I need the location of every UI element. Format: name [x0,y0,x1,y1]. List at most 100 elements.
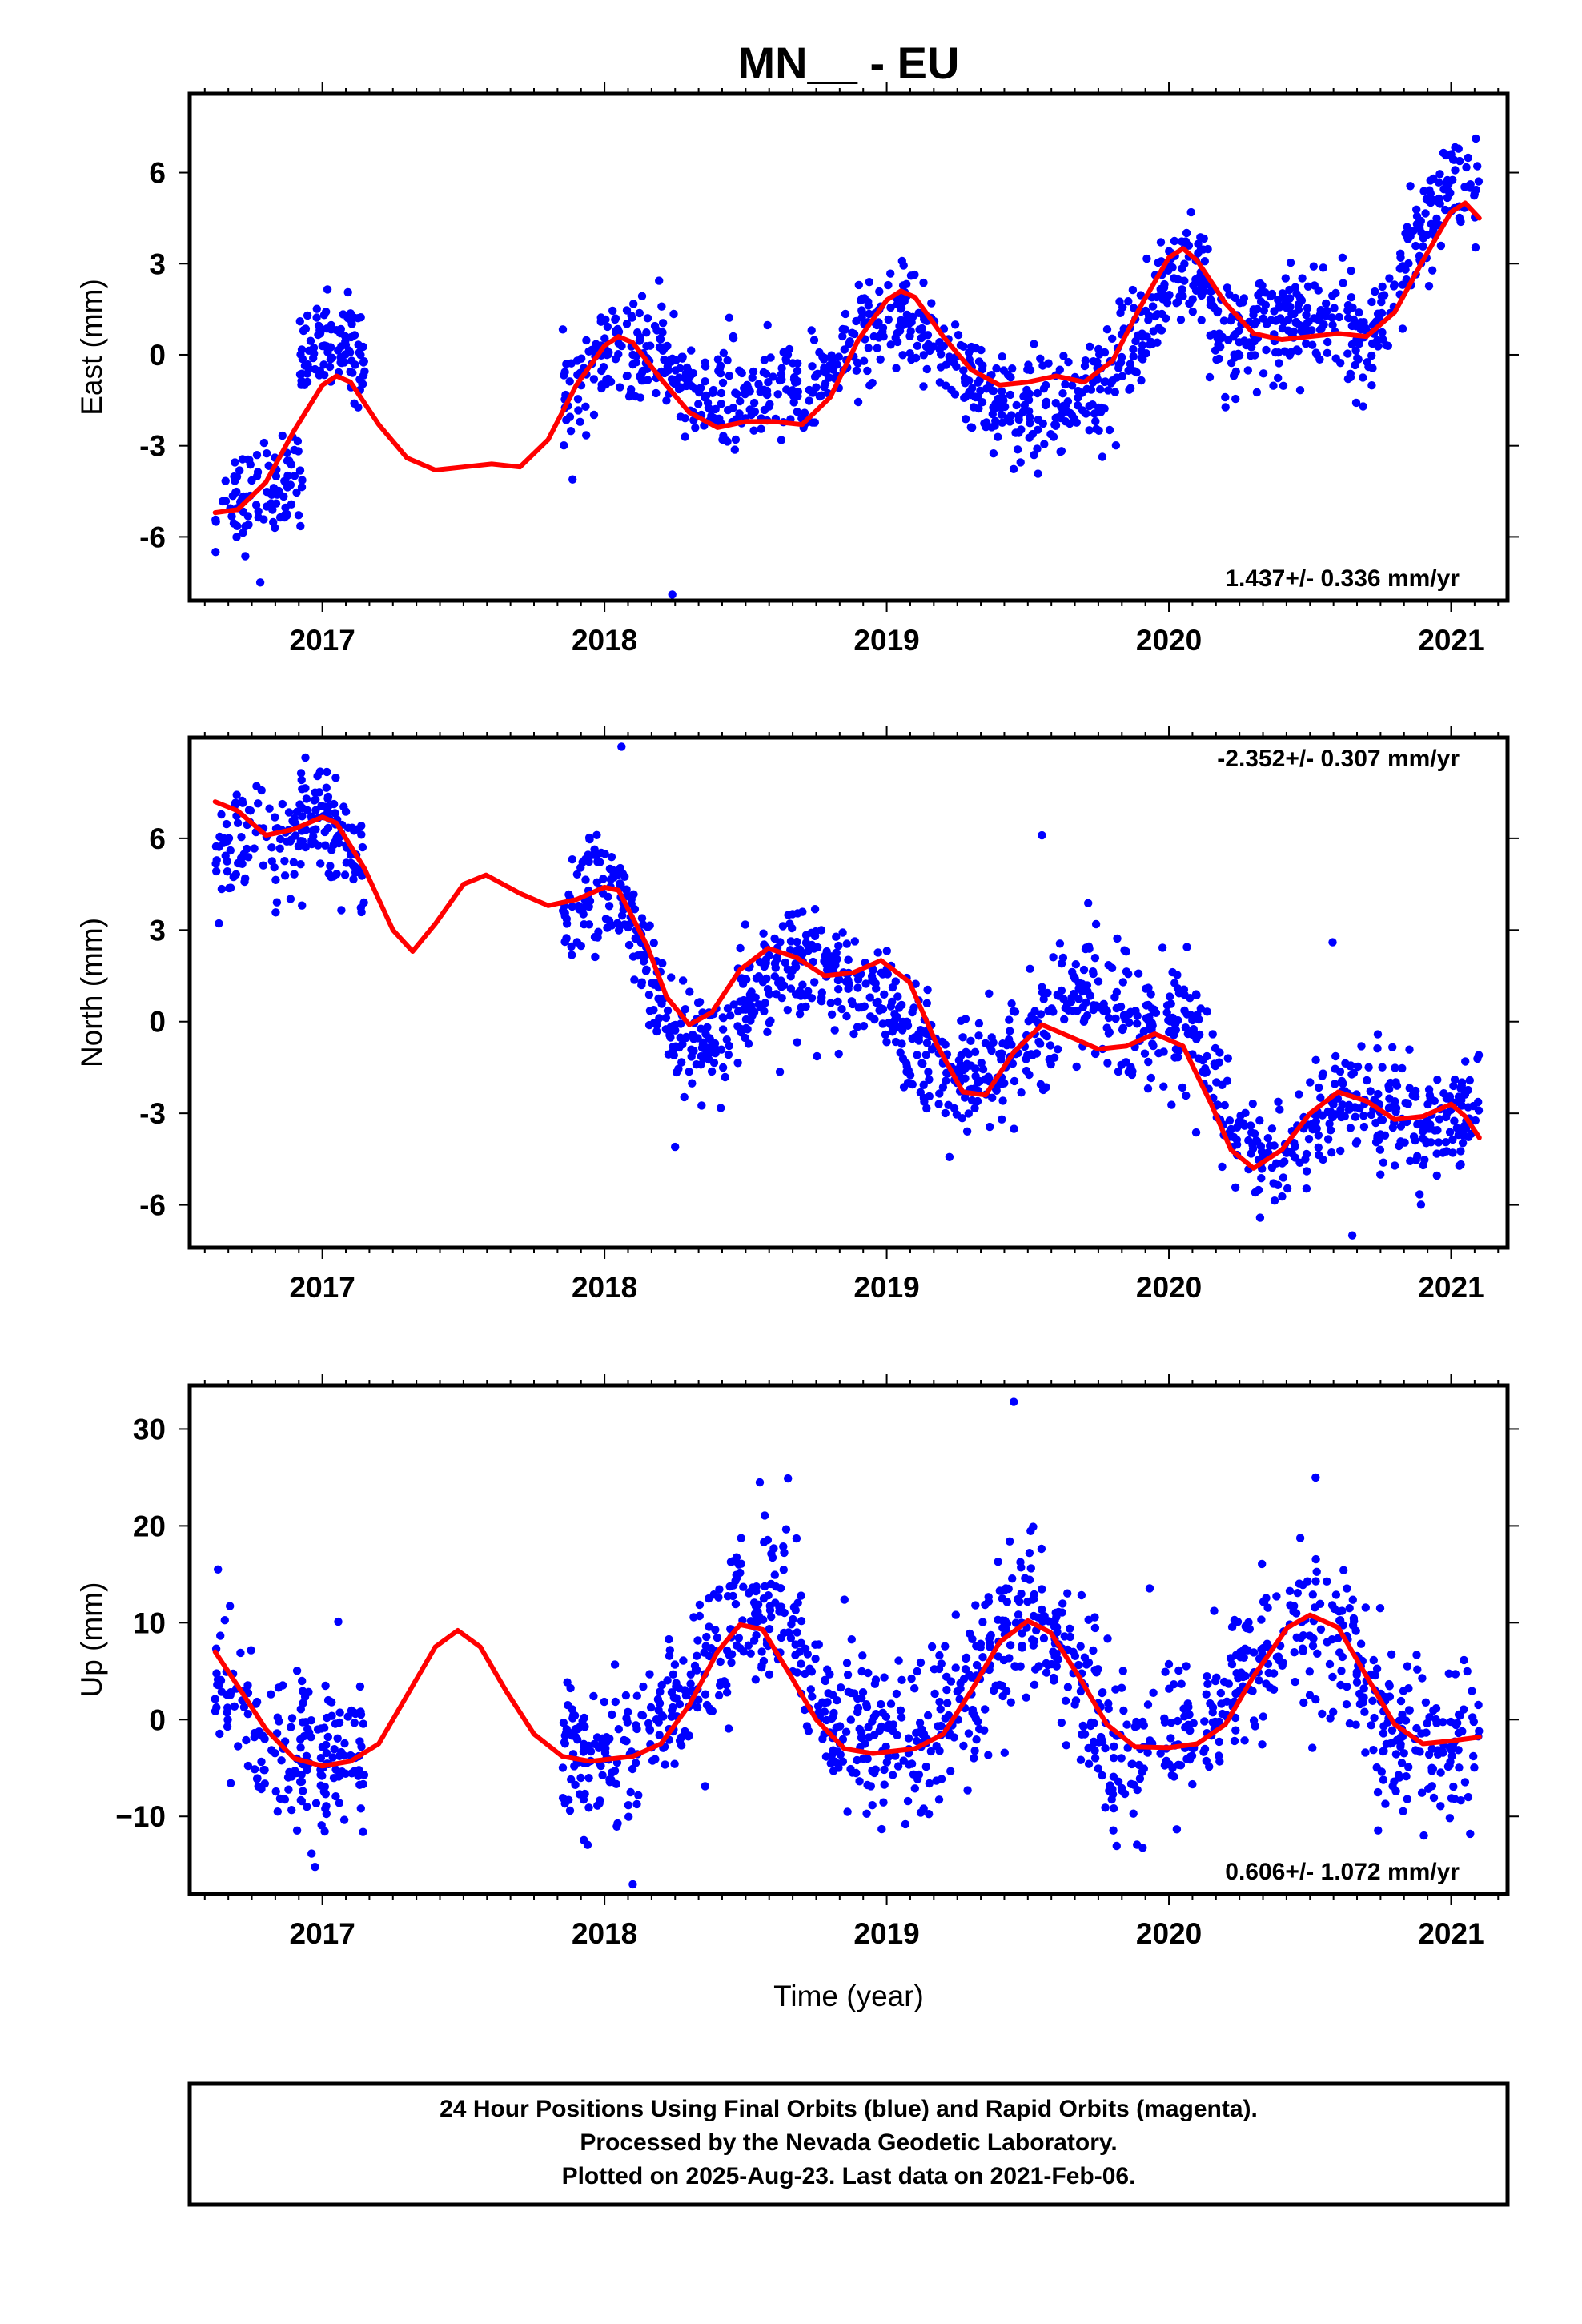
east-data-point [910,270,919,279]
east-data-point [1359,373,1367,382]
up-data-point [836,1722,845,1731]
north-data-point [1054,1045,1062,1054]
up-data-point [565,1806,575,1815]
up-data-point [323,1695,333,1705]
up-data-point [227,1779,235,1787]
east-data-point [1280,294,1290,303]
north-data-point [1134,969,1143,978]
east-data-point [354,340,363,349]
up-data-point [283,1773,293,1782]
east-data-point [841,309,850,319]
up-data-point [1454,1710,1464,1719]
north-data-point [1405,1084,1414,1092]
east-data-point [1278,324,1287,333]
north-data-point [1203,1007,1211,1016]
up-data-point [320,1782,329,1791]
north-data-point [603,923,612,932]
up-data-point [998,1616,1007,1625]
up-frame [187,1383,1510,1896]
up-data-point [1295,1534,1305,1542]
north-data-point [832,932,841,941]
east-data-point [1403,235,1412,243]
north-data-point [893,992,902,1001]
up-data-point [1112,1841,1122,1851]
north-data-point [1373,1030,1383,1039]
up-data-point [1176,1761,1186,1770]
north-data-point [908,1080,917,1089]
up-data-point [780,1628,789,1638]
east-data-point [1094,426,1103,435]
north-data-point [1373,1044,1382,1053]
up-data-point [287,1806,296,1815]
x-axis-label: Time (year) [773,1980,924,2012]
north-data-point [1010,1124,1018,1133]
north-data-point [316,859,325,868]
north-data-point [1038,983,1046,991]
north-data-point [592,830,601,840]
east-data-point [565,377,574,386]
north-data-point [1384,1081,1393,1090]
east-data-point [676,364,685,372]
up-data-point [1387,1726,1397,1735]
north-data-point [1270,1141,1279,1150]
east-data-point [1014,415,1023,424]
north-data-point [707,1067,717,1076]
north-data-point [1046,1059,1055,1069]
north-data-point [793,1038,801,1047]
up-data-point [923,1711,933,1720]
east-data-point [1178,285,1186,294]
east-data-point [1355,308,1363,317]
up-data-point [1199,1747,1208,1756]
north-data-point [791,959,800,968]
east-data-point [1291,317,1301,327]
east-y-tick-label: 0 [149,339,166,372]
north-data-point [838,928,847,937]
east-data-point [702,391,711,400]
north-x-tick-label: 2017 [290,1271,355,1304]
north-data-point [1196,1004,1206,1013]
east-data-point [336,352,345,362]
north-data-point [917,1059,926,1068]
up-data-point [1263,1603,1272,1612]
up-data-point [1468,1687,1476,1695]
up-data-point [576,1773,585,1783]
north-data-point [741,920,749,929]
east-data-point [1255,279,1263,288]
up-data-point [251,1699,260,1708]
east-data-point [582,431,591,440]
up-data-point [1311,1603,1319,1612]
up-data-point [950,1733,958,1742]
north-y-axis-label: North (mm) [75,918,108,1068]
north-data-point [958,1033,967,1042]
up-data-point [1038,1585,1046,1594]
north-data-point [620,872,629,882]
north-data-point [1416,1200,1426,1209]
north-data-point [781,958,789,967]
east-data-point [241,522,250,531]
east-data-point [764,378,773,387]
east-data-point [1249,307,1258,316]
east-data-point [1085,426,1094,435]
east-data-point [664,366,673,375]
up-data-point [926,1747,936,1756]
east-data-point [297,376,306,385]
up-data-point [903,1796,913,1806]
up-data-point [779,1566,788,1574]
up-data-point [1206,1699,1215,1708]
east-data-point [1094,344,1103,354]
north-data-point [723,1004,733,1013]
east-data-point [1235,326,1243,336]
east-data-point [1136,291,1146,300]
north-data-point [1042,1032,1051,1041]
up-data-point [984,1593,993,1602]
east-data-point [312,304,321,313]
up-data-point [859,1754,868,1763]
north-data-point [307,839,316,849]
east-data-point [278,431,287,440]
north-data-point [1195,1030,1204,1039]
north-data-point [637,914,647,923]
east-data-point [1033,388,1042,398]
north-data-point [1232,1136,1242,1144]
